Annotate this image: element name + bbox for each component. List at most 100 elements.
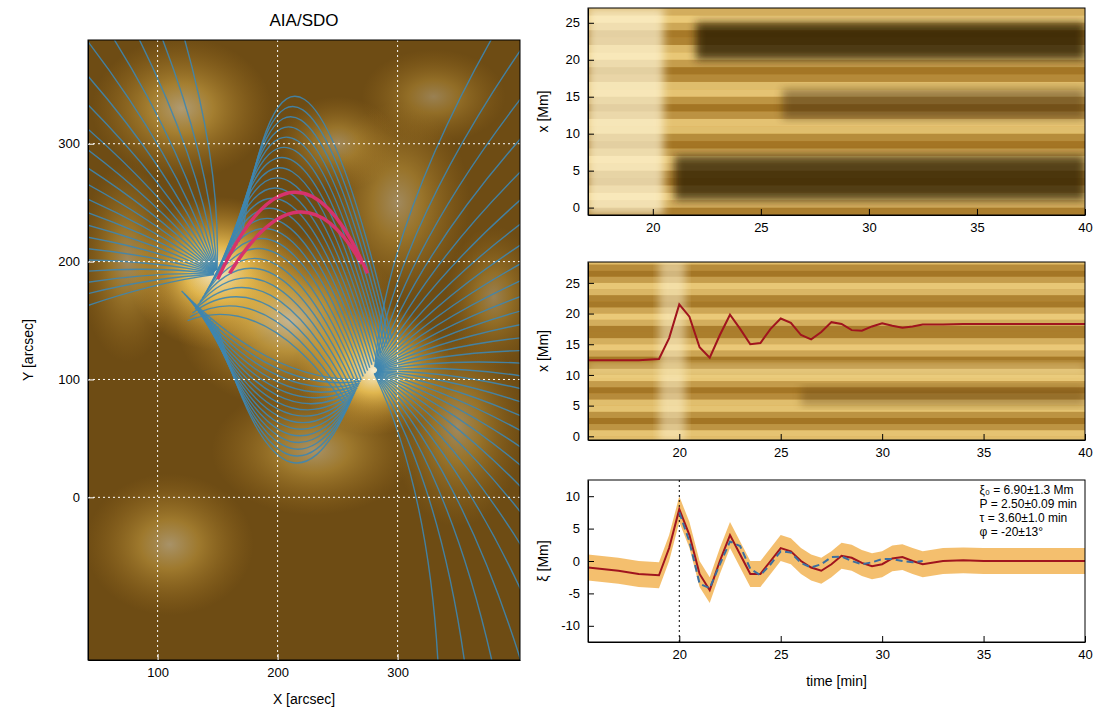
y-axis: 0 100 200 300 <box>58 41 94 661</box>
y-axis-tick: 200 <box>58 254 94 269</box>
x-axis-line <box>589 440 1086 441</box>
plot-frame <box>588 480 1085 642</box>
field-line <box>202 311 355 422</box>
x-axis-tick-label: 40 <box>1078 647 1092 662</box>
fit-parameter: ξ₀ = 6.90±1.3 Mm <box>980 483 1074 497</box>
plot-ground <box>588 480 1085 642</box>
y-axis-tick: 0 <box>573 554 594 569</box>
field-line <box>197 306 356 410</box>
grid <box>88 40 520 660</box>
highlighted-loop <box>230 212 362 273</box>
y-axis-tick-label: 10 <box>566 489 580 504</box>
x-axis-tick: 40 <box>1078 434 1092 460</box>
y-axis-tick-mark <box>588 171 594 172</box>
plot-area <box>588 480 1085 642</box>
x-axis-tick-label: 25 <box>754 220 768 235</box>
x-axis-line <box>89 660 521 661</box>
y-axis-tick: 300 <box>58 136 94 151</box>
figure-root: 1002003000100200300AIA/SDOX [arcsec]Y [a… <box>0 0 1101 709</box>
y-axis: 0510152025 <box>566 263 594 444</box>
x-axis-tick: 40 <box>1078 209 1092 235</box>
field-line <box>377 369 520 436</box>
y-axis-tick-label: 100 <box>58 372 80 387</box>
x-axis-tick-mark <box>869 209 870 215</box>
data-line <box>588 509 1085 590</box>
field-line <box>375 373 520 660</box>
y-axis-tick-label: 10 <box>566 126 580 141</box>
solar-brightening <box>446 226 520 367</box>
td-map-feature <box>588 8 664 215</box>
fit-parameter: τ = 3.60±1.0 min <box>980 511 1068 525</box>
y-axis-tick-label: 5 <box>573 163 580 178</box>
y-axis-tick: 25 <box>566 276 594 291</box>
field-line <box>88 144 214 272</box>
x-axis-tick-label: 300 <box>387 665 409 680</box>
grid-line-y <box>88 379 520 380</box>
y-axis-line <box>588 263 589 441</box>
field-line <box>375 373 505 660</box>
field-line <box>202 258 356 385</box>
td-map-feature <box>674 156 1085 200</box>
y-axis-tick-mark <box>88 144 94 145</box>
field-line <box>88 169 214 273</box>
solar-brightening <box>88 474 254 615</box>
y-axis-tick: 5 <box>573 398 594 413</box>
grid-line-x <box>277 40 278 660</box>
solar-brightening <box>92 40 272 179</box>
grid-line-x <box>397 40 398 660</box>
y-axis-tick-mark <box>588 283 594 284</box>
td-map-ground <box>588 8 1085 215</box>
field-line <box>242 96 392 338</box>
y-axis-tick-mark <box>88 497 94 498</box>
y-axis-tick: -10 <box>561 618 594 633</box>
field-line <box>239 106 389 341</box>
y-axis-tick-label: -10 <box>561 618 580 633</box>
plot-frame <box>588 262 1085 440</box>
x-axis-tick: 25 <box>754 209 768 235</box>
field-line <box>88 274 214 327</box>
x-axis-tick: 20 <box>646 209 660 235</box>
y-axis-tick-mark <box>588 436 594 437</box>
field-line <box>374 374 440 660</box>
x-axis-tick: 30 <box>862 209 876 235</box>
x-axis-tick-mark <box>882 434 883 440</box>
x-axis-title: time [min] <box>806 673 867 689</box>
plot-area <box>588 8 1085 215</box>
x-axis-tick-label: 35 <box>977 445 991 460</box>
y-axis: 0510152025 <box>566 9 594 216</box>
y-axis-tick: 25 <box>566 15 594 30</box>
y-axis-tick-mark <box>588 134 594 135</box>
td-map-feature <box>588 363 1085 375</box>
y-axis-tick-label: 0 <box>73 490 80 505</box>
x-axis-tick: 25 <box>774 434 788 460</box>
y-axis-tick-label: 20 <box>566 306 580 321</box>
field-line <box>215 324 350 456</box>
x-axis-tick-mark <box>1085 434 1086 440</box>
x-axis-tick-mark <box>679 636 680 642</box>
x-axis-tick-mark <box>882 636 883 642</box>
y-axis-tick: 10 <box>566 126 594 141</box>
y-axis-tick-label: 0 <box>573 200 580 215</box>
x-axis-tick: 40 <box>1078 636 1092 662</box>
field-line <box>88 76 215 271</box>
field-line <box>88 120 214 271</box>
x-axis-tick-mark <box>761 209 762 215</box>
plot-area <box>88 40 520 660</box>
field-line <box>187 296 360 387</box>
x-axis-tick: 20 <box>673 636 687 662</box>
x-axis-tick-label: 25 <box>774 445 788 460</box>
y-axis-title: Y [arcsec] <box>20 319 36 381</box>
x-axis-tick-mark <box>1085 636 1086 642</box>
y-axis-tick-label: 5 <box>573 521 580 536</box>
y-axis-line <box>588 9 589 216</box>
y-axis-tick-mark <box>588 529 594 530</box>
field-line <box>375 373 473 660</box>
error-band <box>588 496 1085 603</box>
x-axis-tick: 35 <box>977 636 991 662</box>
x-axis-line <box>589 642 1086 643</box>
x-axis-tick: 30 <box>875 636 889 662</box>
x-axis-tick-label: 30 <box>875 445 889 460</box>
plot-frame <box>588 8 1085 215</box>
x-axis-title: X [arcsec] <box>273 691 335 707</box>
y-axis-tick: 0 <box>73 490 94 505</box>
